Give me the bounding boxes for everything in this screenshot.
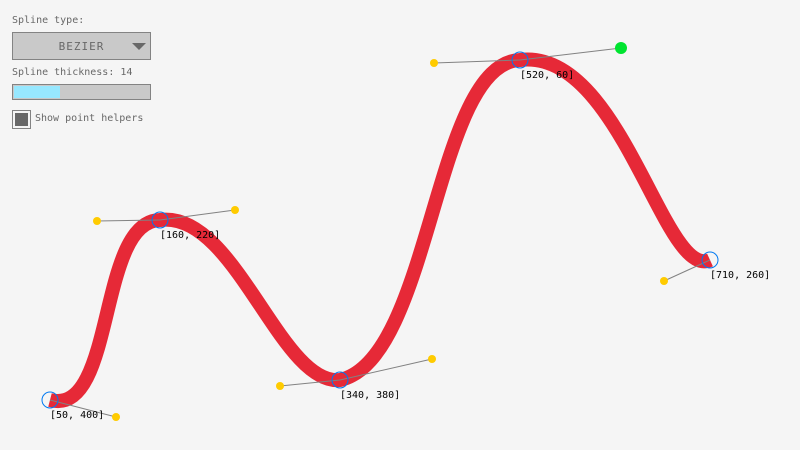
control-point[interactable] bbox=[93, 217, 101, 225]
thickness-slider-fill bbox=[14, 86, 60, 98]
show-helpers-label: Show point helpers bbox=[35, 113, 144, 124]
control-point[interactable] bbox=[428, 355, 436, 363]
selected-control-point[interactable] bbox=[615, 42, 627, 54]
control-point[interactable] bbox=[231, 206, 239, 214]
point-coordinate-label: [520, 60] bbox=[520, 70, 574, 81]
spline-point[interactable] bbox=[41, 391, 59, 409]
spline-curve bbox=[48, 52, 713, 408]
spline-point[interactable] bbox=[701, 251, 719, 269]
point-coordinate-label: [50, 400] bbox=[50, 410, 104, 421]
control-point[interactable] bbox=[660, 277, 668, 285]
spline-type-value: BEZIER bbox=[58, 39, 105, 53]
control-line bbox=[433, 59, 521, 64]
spline-point[interactable] bbox=[331, 371, 349, 389]
control-point[interactable] bbox=[276, 382, 284, 390]
control-point[interactable] bbox=[430, 59, 438, 67]
control-line bbox=[519, 47, 622, 61]
control-line bbox=[159, 209, 236, 221]
point-coordinate-label: [340, 380] bbox=[340, 390, 400, 401]
point-coordinate-label: [160, 220] bbox=[160, 230, 220, 241]
point-coordinate-label: [710, 260] bbox=[710, 270, 770, 281]
spline-type-label: Spline type: bbox=[12, 15, 85, 26]
thickness-label: Spline thickness: 14 bbox=[12, 67, 133, 78]
show-helpers-checkbox[interactable] bbox=[12, 110, 31, 129]
control-line bbox=[96, 219, 161, 222]
spline-type-dropdown[interactable]: BEZIER bbox=[12, 32, 151, 60]
thickness-slider[interactable] bbox=[12, 84, 151, 100]
spline-point[interactable] bbox=[151, 211, 169, 229]
control-line bbox=[279, 379, 341, 387]
control-line bbox=[49, 399, 117, 418]
checkbox-check bbox=[15, 113, 28, 126]
control-line bbox=[339, 358, 433, 381]
chevron-down-icon bbox=[132, 43, 146, 50]
control-point[interactable] bbox=[112, 413, 120, 421]
spline-point[interactable] bbox=[511, 51, 529, 69]
